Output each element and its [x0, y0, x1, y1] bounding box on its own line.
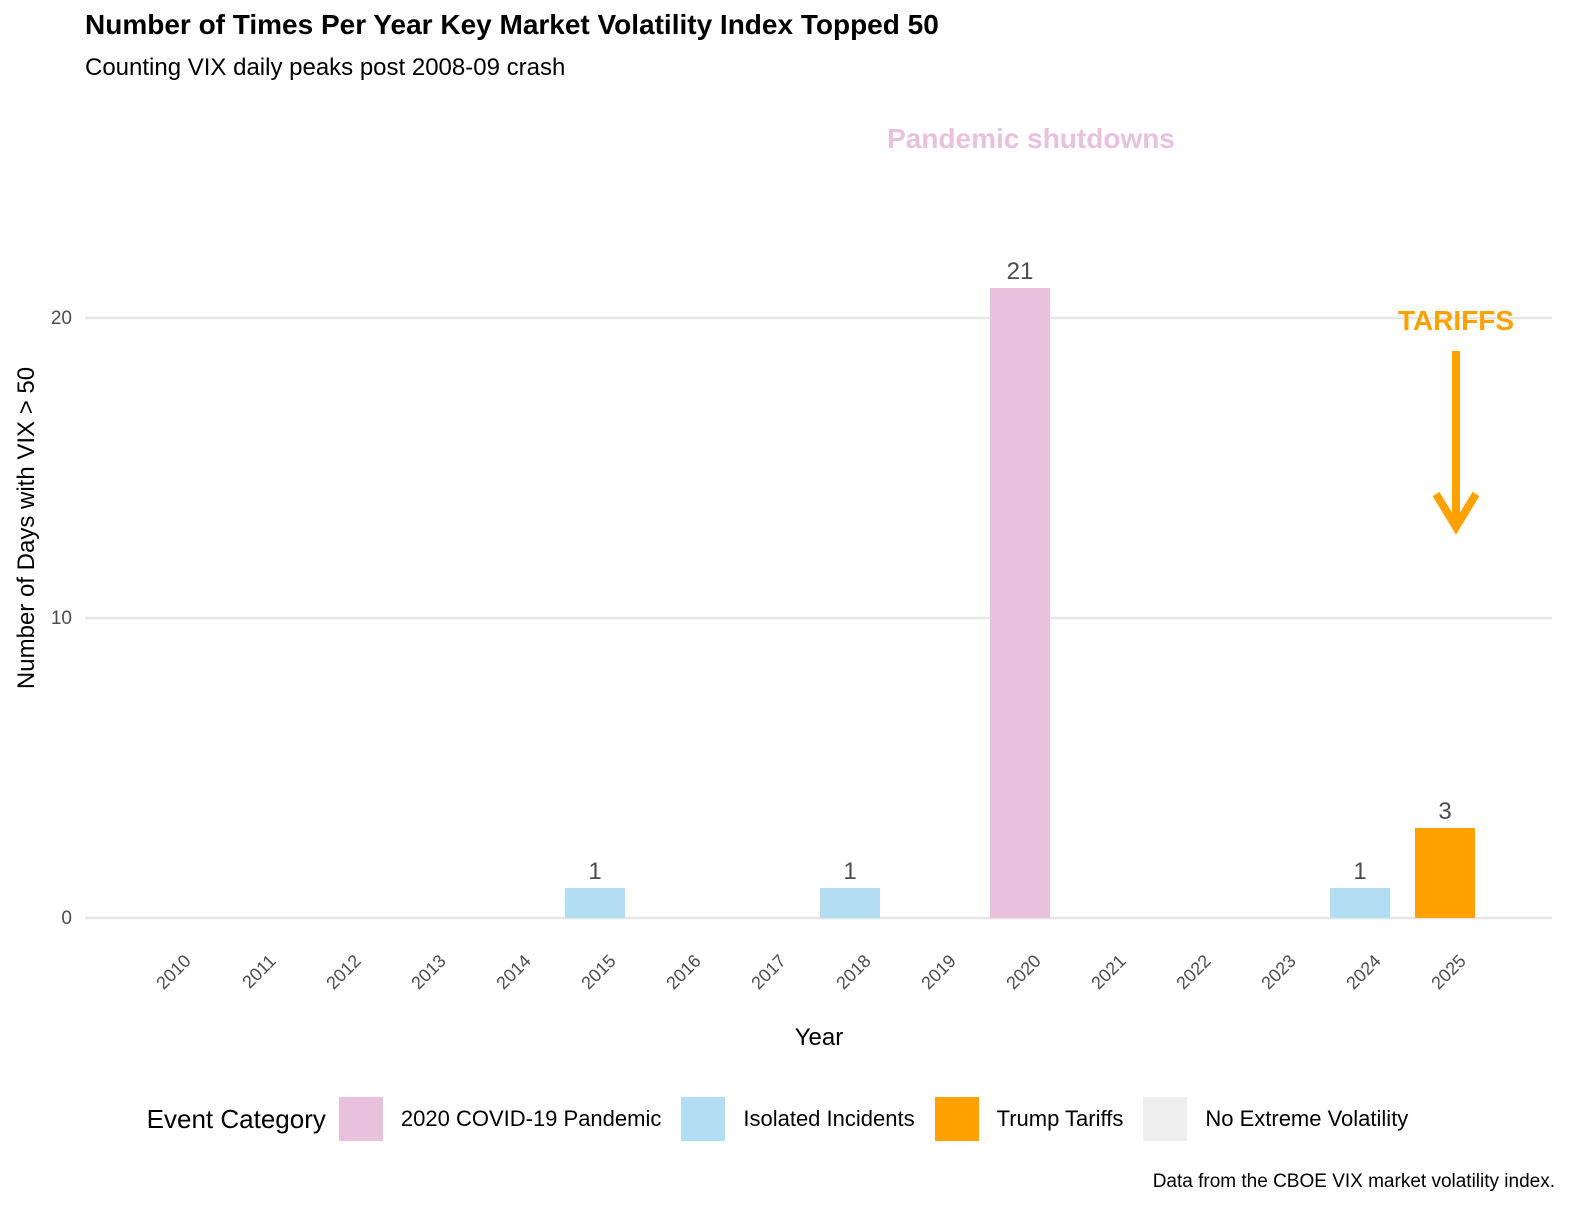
x-tick-label-2014: 2014: [492, 951, 534, 993]
x-axis-ticks: 2010 2011 2012 2013 2014 2015 2016 2017 2018 2019…: [152, 951, 1469, 993]
x-tick-label-2023: 2023: [1257, 951, 1299, 993]
chart-subtitle: Counting VIX daily peaks post 2008-09 cr…: [85, 54, 566, 81]
legend-key-tariffs: [934, 1097, 979, 1141]
chart-caption: Data from the CBOE VIX market volatility…: [1152, 1171, 1555, 1192]
x-tick-label-2010: 2010: [152, 951, 194, 993]
bar-label-2024: 1: [1353, 858, 1366, 885]
gridlines: [85, 316, 1552, 920]
bar-label-2018: 1: [843, 858, 856, 885]
y-tick-label: 0: [61, 908, 72, 929]
bar-2015: [565, 888, 625, 918]
y-axis-label: Number of Days with VIX > 50: [13, 367, 40, 689]
bar-2018: [820, 888, 880, 918]
x-tick-label-2022: 2022: [1172, 951, 1214, 993]
legend-key-none: [1143, 1097, 1188, 1141]
x-tick-label-2017: 2017: [747, 951, 789, 993]
bar-labels: 1 1 21 1 3: [588, 258, 1451, 885]
bar-label-2020: 21: [1007, 258, 1034, 285]
x-tick-label-2015: 2015: [577, 951, 619, 993]
x-tick-label-2013: 2013: [407, 951, 449, 993]
tariffs-arrow: [1432, 351, 1480, 535]
x-tick-label-2018: 2018: [832, 951, 874, 993]
legend-key-isolated: [681, 1097, 726, 1141]
tariffs-annotation: TARIFFS: [1398, 305, 1514, 336]
x-tick-label-2012: 2012: [322, 951, 364, 993]
y-tick-label: 10: [51, 608, 72, 629]
legend-label-tariffs: Trump Tariffs: [996, 1106, 1124, 1131]
legend-key-covid: [338, 1097, 383, 1141]
legend-label-isolated: Isolated Incidents: [743, 1106, 915, 1131]
legend-label-none: No Extreme Volatility: [1205, 1106, 1409, 1131]
bar-2024: [1330, 888, 1390, 918]
x-tick-label-2021: 2021: [1087, 951, 1129, 993]
bar-2020: [990, 288, 1050, 918]
bar-label-2015: 1: [588, 858, 601, 885]
y-tick-label: 20: [51, 308, 72, 329]
x-tick-label-2024: 2024: [1342, 951, 1384, 993]
legend-item-isolated: Isolated Incidents: [681, 1097, 915, 1141]
x-tick-label-2025: 2025: [1427, 951, 1469, 993]
x-tick-label-2011: 2011: [238, 951, 280, 993]
x-tick-label-2016: 2016: [662, 951, 704, 993]
bar-label-2025: 3: [1438, 798, 1451, 825]
chart-title: Number of Times Per Year Key Market Vola…: [85, 9, 939, 40]
legend-item-covid: 2020 COVID-19 Pandemic: [338, 1097, 662, 1141]
legend: Event Category 2020 COVID-19 Pandemic Is…: [0, 1097, 1575, 1141]
legend-label-covid: 2020 COVID-19 Pandemic: [400, 1106, 662, 1131]
pandemic-annotation: Pandemic shutdowns: [887, 123, 1175, 154]
bars: [565, 288, 1475, 918]
x-axis-label: Year: [795, 1024, 844, 1051]
y-axis-ticks: 0 10 20: [51, 308, 72, 929]
legend-item-tariffs: Trump Tariffs: [934, 1097, 1124, 1141]
bar-2025: [1415, 828, 1475, 918]
x-tick-label-2019: 2019: [917, 951, 959, 993]
legend-item-none: No Extreme Volatility: [1143, 1097, 1408, 1141]
legend-title: Event Category: [146, 1103, 326, 1134]
x-tick-label-2020: 2020: [1002, 951, 1044, 993]
